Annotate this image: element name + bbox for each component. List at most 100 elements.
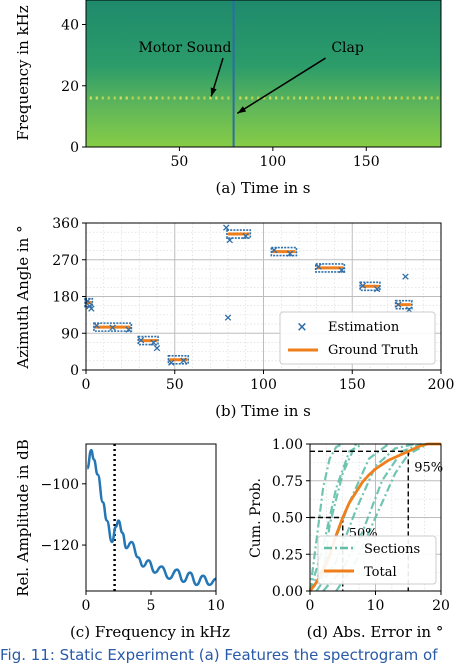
motor-band-segment (376, 96, 379, 100)
section-curve (308, 442, 344, 592)
motor-band-segment (328, 96, 332, 100)
estimation-point: × (394, 298, 403, 311)
annotation-label: Motor Sound (139, 40, 232, 56)
motor-band-segment (173, 96, 176, 100)
motor-band-segment (370, 96, 373, 100)
estimation-cluster (314, 263, 346, 273)
panel-b-x-tick-label: 200 (428, 377, 455, 393)
panel-a-x-tick-label: 150 (353, 154, 380, 170)
motor-band-segment (293, 96, 296, 100)
estimation-cluster (226, 229, 252, 239)
motor-band-segment (364, 96, 367, 100)
estimation-series: ×××× × ×× ××× ×××× ×× ×× ×× ×××× (83, 221, 413, 369)
motor-band-segment (275, 96, 278, 100)
motor-band-segment (310, 96, 314, 100)
panel-d-y-tick-label: 0.50 (272, 511, 303, 527)
motor-band-segment (131, 96, 134, 100)
annotation-arrow (236, 57, 326, 114)
panel-b-y-tick-label: 180 (52, 290, 79, 306)
motor-band-segment (424, 96, 427, 100)
motor-band-segment (299, 96, 302, 100)
panel-a-xticks: 50 100 150 (171, 147, 380, 170)
panel-b-x-tick-label: 150 (339, 377, 366, 393)
panel-a-annotations: Motor Sound Clap (139, 40, 364, 114)
estimation-point: × (167, 356, 176, 369)
section-curve (315, 442, 416, 592)
panel-b-ylabel: Azimuth Angle in ° (14, 225, 32, 369)
motor-band-segment (191, 96, 194, 100)
estimation-point: × (404, 303, 413, 316)
panel-c-y-tick-label: −100 (41, 477, 79, 493)
legend-ground-truth-label: Ground Truth (328, 343, 419, 358)
estimation-cluster (84, 297, 94, 308)
motor-band-segment (203, 96, 206, 100)
motor-band-segment (251, 96, 254, 100)
estimation-point: × (136, 333, 145, 346)
annotation-arrowhead (210, 87, 217, 97)
legend-sections-label: Sections (364, 542, 420, 557)
motor-band-segment (239, 96, 242, 100)
spectrogram-image (86, 0, 441, 147)
panel-c-x-tick-label: 0 (82, 598, 91, 614)
motor-band-segment (436, 96, 439, 100)
panel-d-y-tick-label: 0.00 (272, 584, 303, 600)
estimation-point: × (286, 247, 295, 260)
annotation-label: Clap (331, 40, 364, 56)
panel-b-x-tick-label: 0 (82, 377, 91, 393)
motor-band-segment (107, 96, 110, 100)
motor-band-segment (388, 96, 391, 100)
panel-a-x-tick-label: 100 (259, 154, 286, 170)
panel-d-x-tick-label: 0 (306, 598, 315, 614)
motor-band-segment (412, 96, 415, 100)
panel-c-x-tick-label: 10 (207, 598, 225, 614)
panel-b-y-tick-label: 270 (52, 253, 79, 269)
estimation-point: × (358, 279, 367, 292)
panel-b-y-tick-label: 0 (70, 363, 79, 379)
estimation-point: × (179, 354, 188, 367)
estimation-cluster (93, 322, 133, 332)
panel-a-yticks: 0 20 40 (61, 18, 86, 156)
motor-band-segment (197, 96, 200, 100)
estimation-point: × (85, 299, 94, 312)
section-curve (322, 442, 422, 592)
estimation-cluster (137, 335, 159, 346)
motor-band-segment (257, 96, 260, 100)
panel-a-y-tick-label: 0 (70, 140, 79, 156)
motor-band-segment (125, 96, 128, 100)
motor-band-segment (418, 96, 421, 100)
motor-band-segment (119, 96, 122, 100)
estimation-point: × (225, 233, 234, 246)
panel-c-x-tick-label: 5 (147, 598, 156, 614)
estimation-point: × (124, 323, 133, 336)
panel-d-x-tick-label: 10 (367, 598, 385, 614)
panel-d-legend: Sections Total (317, 535, 437, 585)
estimation-point: × (372, 282, 381, 295)
panel-b-yticks: 0 90 180 270 360 (52, 216, 86, 379)
panel-c-y-tick-label: −120 (41, 538, 79, 554)
motor-band-segment (227, 96, 230, 100)
motor-band-segment (155, 96, 158, 100)
motor-band-segment (430, 96, 433, 100)
motor-band-segment (287, 96, 290, 100)
motor-band-segment (101, 96, 104, 100)
panel-b-x-tick-label: 100 (250, 377, 277, 393)
annotation-arrowhead (237, 106, 247, 114)
panel-b-y-tick-label: 360 (52, 216, 79, 232)
ground-truth-series (86, 232, 411, 362)
motor-band-segment (185, 96, 188, 100)
panel-c-xlabel: (c) Frequency in kHz (70, 623, 230, 641)
section-curve (335, 443, 429, 592)
estimation-point: × (270, 244, 279, 257)
panel-d-y-tick-label: 0.75 (272, 474, 303, 490)
panel-d-xlabel: (d) Abs. Error in ° (307, 623, 444, 641)
panel-d-y-tick-label: 1.00 (272, 437, 303, 453)
estimation-point: × (83, 295, 92, 308)
motor-band-segment (382, 96, 385, 100)
estimation-point: × (222, 221, 231, 234)
amplitude-line (86, 448, 217, 587)
panel-a-y-tick-label: 20 (61, 79, 79, 95)
panel-c-ylabel: Rel. Amplitude in dB (14, 439, 32, 597)
legend-box (279, 311, 436, 365)
panel-d-ylabel: Cum. Prob. (248, 478, 264, 558)
panel-b-legend: × Estimation Ground Truth (279, 311, 436, 365)
